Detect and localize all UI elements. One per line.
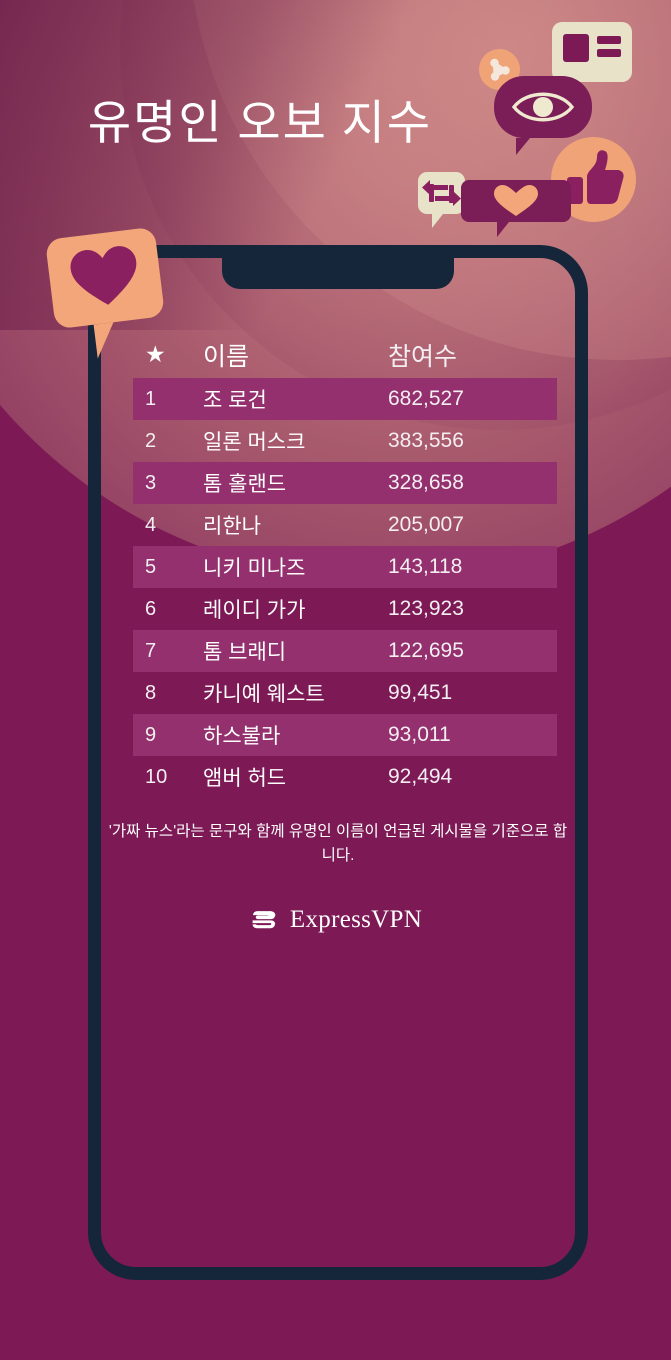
heart-small-icon — [461, 180, 571, 237]
cell-rank: 2 — [145, 429, 157, 452]
cell-rank: 8 — [145, 681, 157, 704]
cell-name: 일론 머스크 — [203, 431, 306, 454]
table-row: 7 톰 브래디 122,695 — [133, 630, 557, 672]
cell-rank: 1 — [145, 387, 157, 410]
table-row: 2 일론 머스크 383,556 — [133, 420, 557, 462]
heart-large-bubble-tail — [93, 320, 134, 359]
cell-value: 205,007 — [388, 513, 464, 536]
cell-value: 682,527 — [388, 387, 464, 410]
cell-rank: 3 — [145, 471, 157, 494]
cell-value: 123,923 — [388, 597, 464, 620]
cell-rank: 5 — [145, 555, 157, 578]
table-row: 9 하스불라 93,011 — [133, 714, 557, 756]
page-title: 유명인 오보 지수 — [87, 98, 433, 150]
eye-bubble-tail — [516, 138, 530, 155]
message-block-line-1 — [597, 36, 621, 44]
cell-value: 383,556 — [388, 429, 464, 452]
star-icon: ★ — [145, 340, 166, 367]
table-row: 6 레이디 가가 123,923 — [133, 588, 557, 630]
cell-rank: 9 — [145, 723, 157, 746]
cell-name: 톰 홀랜드 — [203, 473, 287, 496]
table-row: 1 조 로건 682,527 — [133, 378, 557, 420]
phone-notch — [222, 257, 454, 289]
table-row: 8 카니예 웨스트 99,451 — [133, 672, 557, 714]
expressvpn-logo-icon — [249, 905, 279, 935]
table-row: 5 니키 미나즈 143,118 — [133, 546, 557, 588]
cell-value: 328,658 — [388, 471, 464, 494]
column-header-value: 참여수 — [388, 343, 458, 371]
eye-icon — [494, 76, 592, 155]
cell-name: 레이디 가가 — [203, 599, 306, 622]
heart-small-bubble-tail — [497, 222, 509, 237]
message-block-square — [563, 34, 589, 62]
cell-name: 니키 미나즈 — [203, 557, 306, 580]
message-bubble-icon — [552, 22, 632, 100]
cell-name: 앰버 허드 — [203, 767, 287, 790]
cell-name: 리한나 — [203, 515, 261, 538]
table-row: 3 톰 홀랜드 328,658 — [133, 462, 557, 504]
cell-value: 92,494 — [388, 765, 453, 788]
cell-rank: 6 — [145, 597, 157, 620]
column-header-name: 이름 — [203, 343, 250, 371]
cell-rank: 4 — [145, 513, 157, 536]
cell-value: 93,011 — [388, 723, 451, 746]
footnote-text: '가짜 뉴스'라는 문구와 함께 유명인 이름이 언급된 게시물을 기준으로 합… — [108, 823, 568, 865]
message-block-line-2 — [597, 49, 621, 57]
cell-name: 카니예 웨스트 — [203, 683, 325, 706]
cell-rank: 10 — [145, 765, 168, 788]
ranking-table: ★ 이름 참여수 1 조 로건 682,527 2 일론 머스크 383,556… — [133, 332, 557, 798]
cell-name: 조 로건 — [203, 389, 267, 412]
cell-name: 하스불라 — [203, 725, 281, 748]
phone-frame — [88, 245, 588, 1280]
retweet-icon — [418, 172, 465, 228]
cell-rank: 7 — [145, 639, 157, 662]
brand-name: ExpressVPN — [289, 906, 423, 933]
cell-value: 122,695 — [388, 639, 464, 662]
heart-large-icon — [44, 226, 166, 359]
retweet-bubble-tail — [432, 214, 443, 228]
cell-name: 톰 브래디 — [203, 641, 287, 664]
table-row: 10 앰버 허드 92,494 — [133, 756, 557, 798]
column-header-rank: ★ — [133, 340, 203, 368]
table-header-row: ★ 이름 참여수 — [133, 332, 557, 378]
cell-value: 99,451 — [388, 681, 453, 704]
table-row: 4 리한나 205,007 — [133, 504, 557, 546]
brand-logo: ExpressVPN — [0, 905, 671, 935]
cell-value: 143,118 — [388, 555, 463, 578]
